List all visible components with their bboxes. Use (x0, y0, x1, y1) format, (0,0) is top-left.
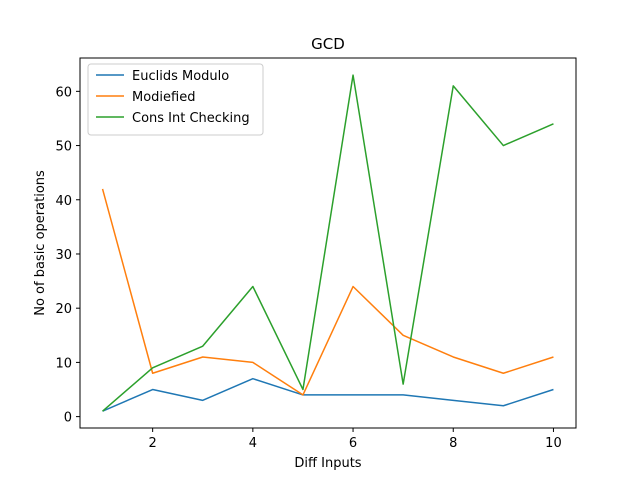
series-line-3 (102, 74, 554, 412)
x-tick-label: 10 (545, 436, 562, 451)
y-tick-label: 60 (55, 85, 72, 100)
series-line-1 (102, 377, 554, 412)
x-axis: 2 4 6 8 10 (149, 428, 562, 451)
legend-entry-label: Cons Int Checking (132, 111, 250, 126)
y-axis-label: No of basic operations (33, 170, 48, 316)
x-tick-label: 8 (449, 436, 457, 451)
x-axis-label: Diff Inputs (294, 456, 361, 471)
y-tick-label: 50 (55, 140, 72, 155)
chart-title: GCD (311, 35, 345, 53)
y-tick-label: 40 (55, 194, 72, 209)
y-tick-label: 0 (64, 411, 72, 426)
axes-frame (79, 57, 577, 429)
series-line-2 (101, 188, 554, 396)
x-tick-label: 2 (149, 436, 157, 451)
legend: Euclids Modulo Modiefied Cons Int Checking (87, 63, 264, 136)
x-tick-label: 6 (349, 436, 357, 451)
y-axis: 0 10 20 30 40 50 60 (55, 85, 80, 426)
legend-box (87, 63, 264, 136)
series-layer (101, 74, 554, 412)
legend-entry-label: Euclids Modulo (132, 69, 229, 84)
y-tick-label: 10 (55, 356, 72, 371)
x-tick-label: 4 (249, 436, 257, 451)
y-tick-label: 30 (55, 248, 72, 263)
legend-entry-label: Modiefied (132, 90, 195, 105)
y-tick-label: 20 (55, 302, 72, 317)
